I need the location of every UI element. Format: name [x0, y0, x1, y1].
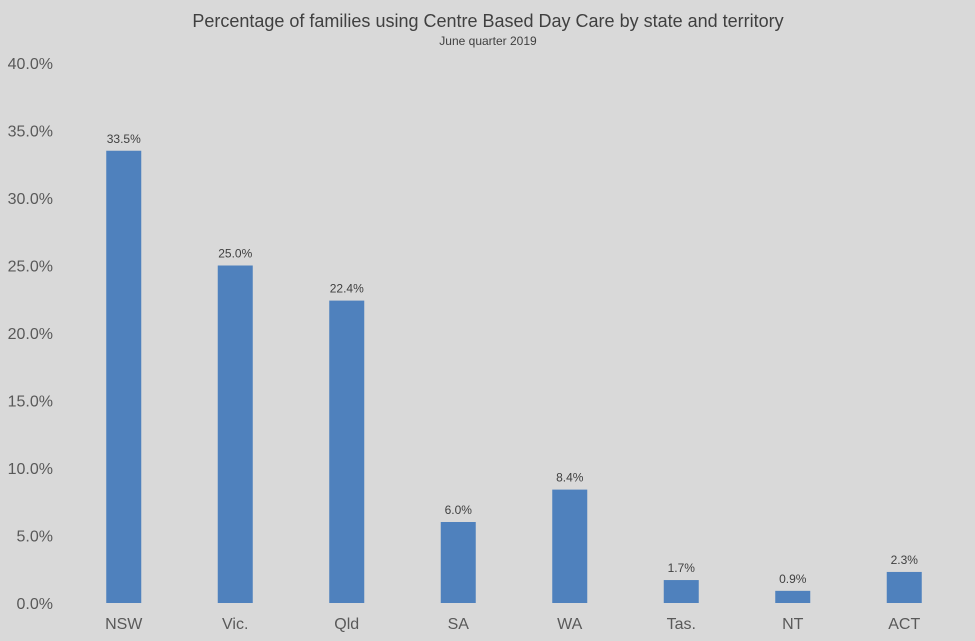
chart-subtitle: June quarter 2019	[439, 34, 537, 48]
bar-wa	[552, 489, 588, 603]
bar-qld	[329, 300, 365, 603]
y-tick-label: 10.0%	[8, 461, 53, 478]
x-tick-label: Vic.	[222, 616, 248, 633]
x-tick-label: ACT	[888, 616, 920, 633]
bar-nsw	[106, 150, 142, 603]
y-tick-label: 40.0%	[8, 56, 53, 73]
y-tick-label: 30.0%	[8, 191, 53, 208]
x-tick-label: SA	[448, 616, 470, 633]
data-label: 33.5%	[107, 132, 141, 146]
bars-group	[106, 150, 922, 603]
y-tick-label: 0.0%	[17, 596, 53, 613]
y-tick-label: 15.0%	[8, 394, 53, 411]
data-label: 25.0%	[218, 247, 252, 261]
y-tick-label: 20.0%	[8, 326, 53, 343]
bar-tas	[663, 580, 699, 603]
data-label: 1.7%	[668, 561, 696, 575]
x-tick-label: WA	[557, 616, 583, 633]
data-labels-group: 33.5% 25.0% 22.4% 6.0% 8.4% 1.7% 0.9% 2.3%	[107, 132, 919, 586]
y-tick-label: 5.0%	[17, 529, 53, 546]
bar-vic	[217, 265, 253, 603]
x-axis: NSW Vic. Qld SA WA Tas. NT ACT	[105, 616, 920, 633]
data-label: 0.9%	[779, 572, 807, 586]
bar-nt	[775, 590, 811, 603]
bar-sa	[440, 522, 476, 603]
chart-title: Percentage of families using Centre Base…	[192, 11, 783, 31]
x-tick-label: NT	[782, 616, 804, 633]
y-tick-label: 35.0%	[8, 124, 53, 141]
data-label: 22.4%	[330, 282, 364, 296]
data-label: 8.4%	[556, 471, 584, 485]
y-axis: 0.0% 5.0% 10.0% 15.0% 20.0% 25.0% 30.0% 35.0% 40…	[8, 56, 53, 613]
data-label: 6.0%	[445, 503, 473, 517]
x-tick-label: NSW	[105, 616, 143, 633]
y-tick-label: 25.0%	[8, 259, 53, 276]
bar-act	[886, 571, 922, 603]
x-tick-label: Qld	[334, 616, 359, 633]
x-tick-label: Tas.	[667, 616, 696, 633]
data-label: 2.3%	[891, 553, 919, 567]
